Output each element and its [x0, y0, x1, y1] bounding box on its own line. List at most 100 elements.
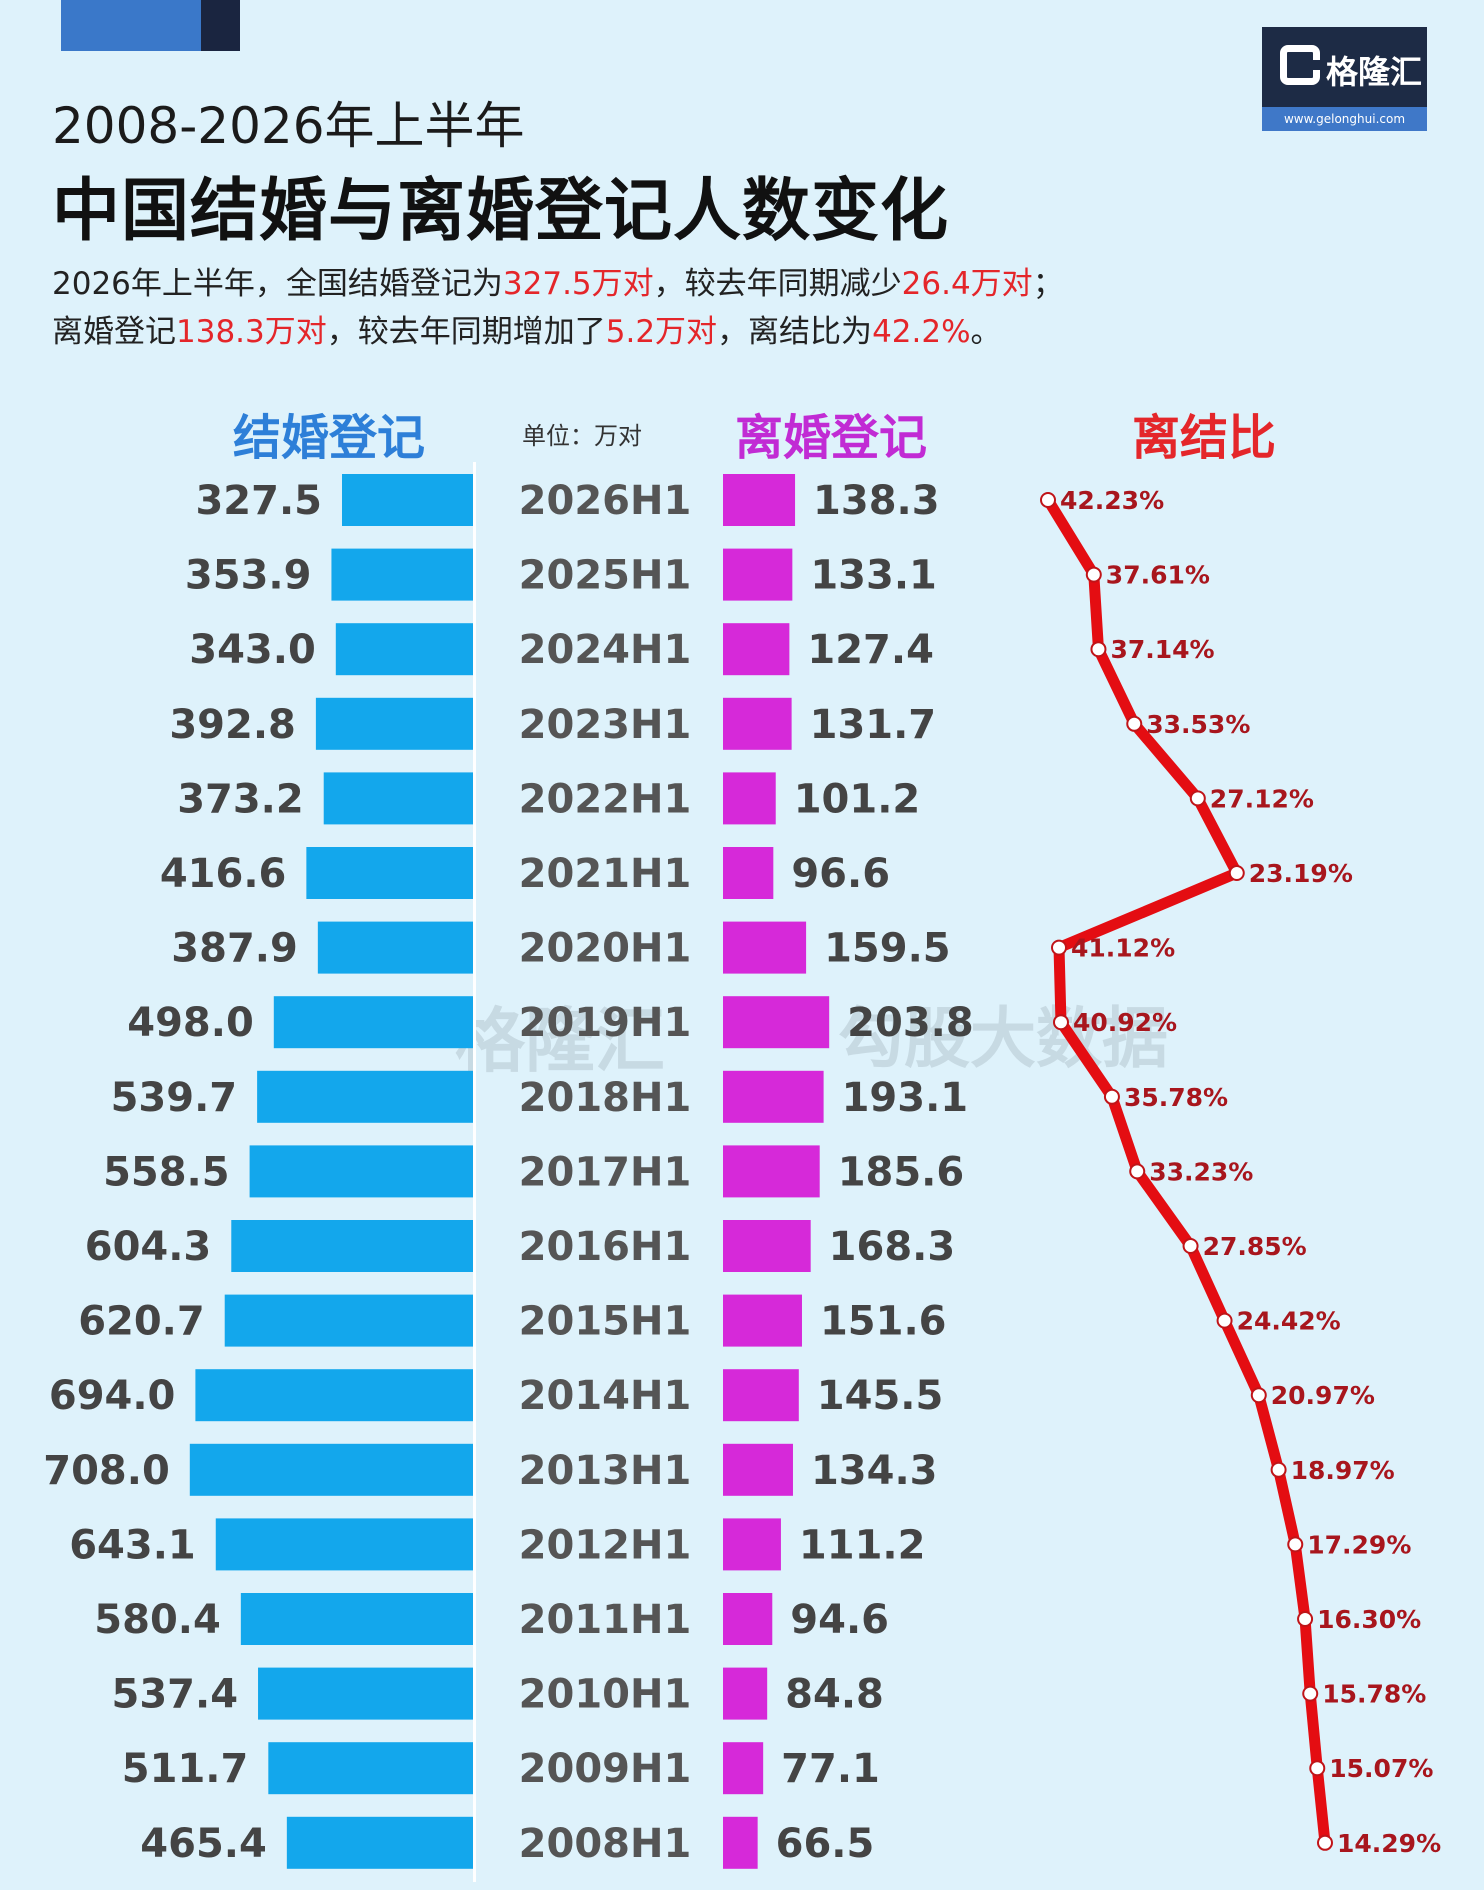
- summary-segment: 138.3万对: [176, 314, 327, 350]
- divorce-value-label: 127.4: [807, 627, 934, 673]
- ratio-point: [1040, 492, 1056, 508]
- divorce-bar: [723, 847, 774, 899]
- marriage-bar: [331, 548, 473, 601]
- marriage-value-label: 643.1: [69, 1522, 196, 1568]
- ratio-point: [1250, 1387, 1267, 1404]
- marriage-bar: [240, 1593, 473, 1645]
- ratio-value-label: 35.78%: [1124, 1083, 1228, 1112]
- summary-segment: 327.5万对: [502, 266, 654, 302]
- divorce-value-label: 134.3: [811, 1448, 938, 1494]
- page-title: 中国结婚与离婚登记人数变化: [52, 172, 950, 251]
- divorce-bar: [723, 1667, 768, 1720]
- logo-name: 格隆汇: [1326, 53, 1423, 91]
- divorce-bar: [723, 1518, 781, 1571]
- watermark-gelonghui: 格隆汇: [455, 1000, 665, 1082]
- ratio-point: [1182, 1238, 1199, 1254]
- year-tick-label: 2022H1: [519, 776, 692, 822]
- ratio-point: [1309, 1760, 1326, 1777]
- marriage-bar: [268, 1742, 473, 1795]
- marriage-bar: [306, 847, 473, 899]
- divorce-bar: [723, 1145, 820, 1198]
- ratio-point: [1189, 790, 1206, 807]
- divorce-value-label: 131.7: [810, 702, 937, 748]
- year-tick-label: 2020H1: [519, 926, 692, 972]
- ratio-value-label: 15.78%: [1322, 1680, 1426, 1709]
- ratio-value-label: 37.61%: [1106, 561, 1210, 590]
- year-tick-label: 2011H1: [519, 1597, 692, 1643]
- divorce-value-label: 111.2: [799, 1522, 926, 1568]
- divorce-value-label: 168.3: [829, 1224, 956, 1270]
- ratio-value-label: 27.85%: [1203, 1232, 1307, 1261]
- year-tick-label: 2021H1: [519, 851, 692, 897]
- year-tick-label: 2008H1: [519, 1821, 692, 1867]
- ratio-point: [1051, 939, 1068, 956]
- summary-segment: 42.2%: [872, 314, 971, 350]
- marriage-value-label: 465.4: [140, 1821, 267, 1867]
- header-accent-bar-dark: [201, 0, 240, 51]
- ratio-value-label: 41.12%: [1071, 934, 1175, 963]
- divorce-bar: [723, 697, 792, 750]
- summary-segment: 。: [970, 314, 1002, 350]
- ratio-point: [1103, 1088, 1120, 1105]
- year-tick-label: 2014H1: [519, 1373, 692, 1419]
- ratio-point: [1126, 715, 1143, 732]
- summary-segment: ，离结比为: [717, 314, 873, 350]
- divorce-bar: [723, 474, 796, 526]
- marriage-bar: [273, 996, 473, 1049]
- ratio-point: [1052, 1014, 1069, 1031]
- year-tick-label: 2019H1: [519, 1000, 692, 1046]
- divorce-value-label: 151.6: [820, 1299, 947, 1345]
- ratio-column-header: 离结比: [1132, 410, 1277, 466]
- marriage-value-label: 343.0: [189, 627, 316, 673]
- ratio-point: [1287, 1536, 1304, 1553]
- marriage-value-label: 580.4: [94, 1597, 221, 1643]
- marriage-value-label: 558.5: [103, 1149, 230, 1195]
- summary-segment: ；: [1032, 266, 1064, 302]
- divorce-bar: [723, 1593, 773, 1645]
- marriage-value-label: 387.9: [171, 926, 298, 972]
- year-tick-label: 2025H1: [519, 553, 692, 599]
- center-axis-line: [473, 462, 476, 1882]
- ratio-value-label: 20.97%: [1271, 1381, 1375, 1410]
- divorce-bar: [723, 921, 807, 974]
- year-tick-label: 2012H1: [519, 1522, 692, 1568]
- divorce-bar: [723, 1443, 793, 1496]
- marriage-bar: [257, 1070, 473, 1123]
- marriage-bar: [315, 697, 473, 750]
- summary-segment: 2026年上半年，全国结婚登记为: [52, 266, 503, 302]
- marriage-value-label: 539.7: [111, 1075, 238, 1121]
- year-tick-label: 2017H1: [519, 1149, 692, 1195]
- divorce-value-label: 94.6: [790, 1597, 889, 1643]
- marriage-value-label: 373.2: [177, 776, 304, 822]
- year-tick-label: 2023H1: [519, 702, 692, 748]
- year-tick-label: 2009H1: [519, 1746, 692, 1792]
- marriage-value-label: 416.6: [160, 851, 287, 897]
- ratio-point: [1228, 865, 1245, 881]
- marriage-value-label: 537.4: [112, 1672, 239, 1718]
- marriage-value-label: 353.9: [185, 553, 312, 599]
- year-tick-label: 2015H1: [519, 1299, 692, 1345]
- divorce-bar: [723, 1369, 799, 1422]
- marriage-bar: [317, 921, 473, 974]
- watermark-gogudata: 勾股大数据: [838, 1000, 1168, 1077]
- divorce-bar: [723, 1294, 802, 1347]
- marriage-bar: [189, 1443, 474, 1496]
- marriage-value-label: 327.5: [195, 478, 322, 524]
- marriage-bar: [231, 1220, 473, 1272]
- ratio-value-label: 17.29%: [1307, 1530, 1411, 1559]
- divorce-column-header: 离婚登记: [735, 410, 928, 466]
- year-tick-label: 2010H1: [519, 1672, 692, 1718]
- divorce-bar: [723, 1070, 824, 1123]
- divorce-value-label: 193.1: [842, 1075, 969, 1121]
- marriage-value-label: 392.8: [169, 702, 296, 748]
- divorce-bar: [723, 996, 830, 1049]
- divorce-bar: [723, 772, 776, 825]
- ratio-point: [1302, 1685, 1319, 1702]
- divorce-value-label: 84.8: [785, 1672, 884, 1718]
- brand-logo: 格隆汇 www.gelonghui.com: [1262, 27, 1427, 131]
- ratio-point: [1216, 1312, 1233, 1329]
- ratio-value-label: 27.12%: [1210, 784, 1314, 813]
- summary-segment: ，较去年同期减少: [653, 266, 902, 302]
- marriage-value-label: 604.3: [85, 1224, 212, 1270]
- marriage-column-header: 结婚登记: [233, 410, 426, 466]
